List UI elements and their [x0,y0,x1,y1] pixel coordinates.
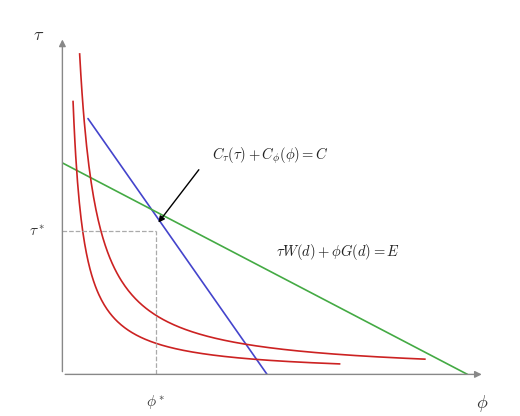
Text: $\phi$: $\phi$ [476,393,489,414]
Text: $C_{\tau}(\tau) + C_{\phi}(\phi) = C$: $C_{\tau}(\tau) + C_{\phi}(\phi) = C$ [212,146,329,166]
Text: $\tau W(d) + \phi G(d) = E$: $\tau W(d) + \phi G(d) = E$ [276,242,400,262]
Text: $\tau$: $\tau$ [33,25,45,44]
Text: $\phi^*$: $\phi^*$ [147,393,166,411]
Text: $\tau^*$: $\tau^*$ [29,224,45,239]
